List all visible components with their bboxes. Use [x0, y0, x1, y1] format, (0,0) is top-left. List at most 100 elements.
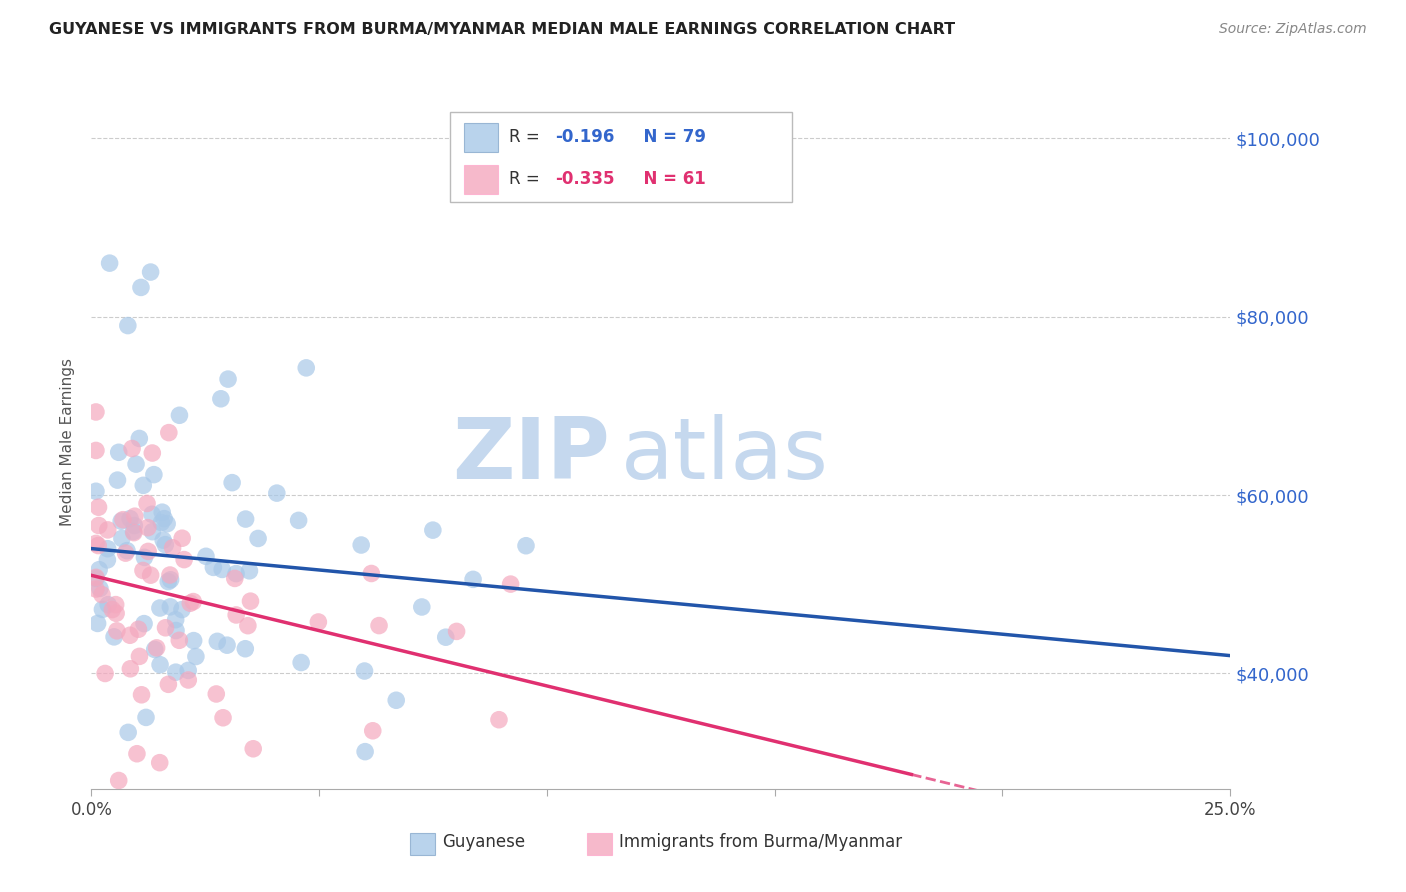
Point — [177, 664, 200, 678]
Point — [120, 511, 142, 525]
Point — [233, 641, 256, 656]
Point — [127, 622, 149, 636]
Point — [183, 633, 205, 648]
Point — [266, 486, 288, 500]
Point — [239, 594, 262, 608]
Point — [132, 478, 155, 492]
Point — [217, 372, 239, 386]
Point — [142, 467, 165, 482]
Point — [115, 543, 138, 558]
Point — [87, 500, 110, 515]
Point — [149, 756, 172, 770]
Y-axis label: Median Male Earnings: Median Male Earnings — [60, 358, 76, 525]
Point — [172, 531, 194, 545]
Point — [117, 725, 139, 739]
Point — [290, 656, 312, 670]
Point — [488, 713, 510, 727]
Point — [165, 624, 187, 638]
Point — [139, 265, 162, 279]
Bar — [464, 165, 498, 194]
Point — [94, 666, 117, 681]
Bar — [464, 123, 498, 152]
Point — [128, 649, 150, 664]
Point — [385, 693, 408, 707]
Point — [139, 568, 162, 582]
Point — [128, 432, 150, 446]
Point — [129, 280, 152, 294]
Point — [87, 539, 110, 553]
Point — [242, 741, 264, 756]
Point — [202, 560, 225, 574]
Point — [157, 677, 180, 691]
Text: -0.196: -0.196 — [555, 128, 614, 146]
Point — [143, 642, 166, 657]
Point — [157, 425, 180, 440]
Point — [184, 649, 207, 664]
Point — [84, 443, 107, 458]
Point — [122, 803, 145, 817]
Point — [84, 484, 107, 499]
Bar — [586, 832, 612, 855]
Point — [84, 405, 107, 419]
Point — [179, 596, 201, 610]
Text: GUYANESE VS IMMIGRANTS FROM BURMA/MYANMAR MEDIAN MALE EARNINGS CORRELATION CHART: GUYANESE VS IMMIGRANTS FROM BURMA/MYANMA… — [49, 22, 955, 37]
Point — [136, 544, 159, 558]
Text: Guyanese: Guyanese — [441, 833, 526, 851]
Point — [205, 687, 228, 701]
Point — [89, 582, 111, 596]
Point — [194, 549, 217, 564]
Point — [110, 514, 132, 528]
Point — [446, 624, 468, 639]
Point — [87, 518, 110, 533]
Point — [120, 662, 142, 676]
Point — [141, 524, 163, 539]
Point — [156, 516, 179, 531]
Point — [173, 552, 195, 566]
Point — [84, 571, 107, 585]
Point — [159, 568, 181, 582]
Point — [247, 532, 270, 546]
Point — [361, 723, 384, 738]
Point — [215, 638, 238, 652]
Text: N = 61: N = 61 — [633, 170, 706, 188]
Point — [105, 607, 128, 621]
Text: N = 79: N = 79 — [633, 128, 706, 146]
Text: Immigrants from Burma/Myanmar: Immigrants from Burma/Myanmar — [619, 833, 901, 851]
Point — [162, 541, 184, 555]
Point — [125, 747, 148, 761]
Point — [153, 511, 176, 525]
Point — [125, 457, 148, 471]
Point — [103, 630, 125, 644]
Point — [152, 533, 174, 548]
Point — [97, 598, 120, 612]
Point — [150, 516, 173, 530]
Point — [132, 616, 155, 631]
Text: R =: R = — [509, 128, 546, 146]
Point — [122, 525, 145, 540]
Point — [170, 602, 193, 616]
Point — [91, 588, 114, 602]
Text: ZIP: ZIP — [451, 414, 610, 497]
Point — [225, 607, 247, 622]
Point — [89, 563, 111, 577]
Point — [136, 496, 159, 510]
Point — [350, 538, 373, 552]
Point — [84, 536, 107, 550]
Point — [141, 508, 163, 522]
Point — [155, 621, 177, 635]
Point — [107, 445, 129, 459]
Point — [169, 409, 191, 423]
Point — [114, 546, 136, 560]
Point — [181, 594, 204, 608]
Point — [169, 633, 191, 648]
Point — [225, 566, 247, 581]
Point — [86, 616, 108, 631]
Point — [149, 601, 172, 615]
Bar — [411, 832, 436, 855]
Point — [159, 599, 181, 614]
Point — [159, 573, 181, 587]
Point — [238, 564, 260, 578]
Point — [117, 318, 139, 333]
Point — [353, 664, 375, 678]
Point — [236, 618, 259, 632]
